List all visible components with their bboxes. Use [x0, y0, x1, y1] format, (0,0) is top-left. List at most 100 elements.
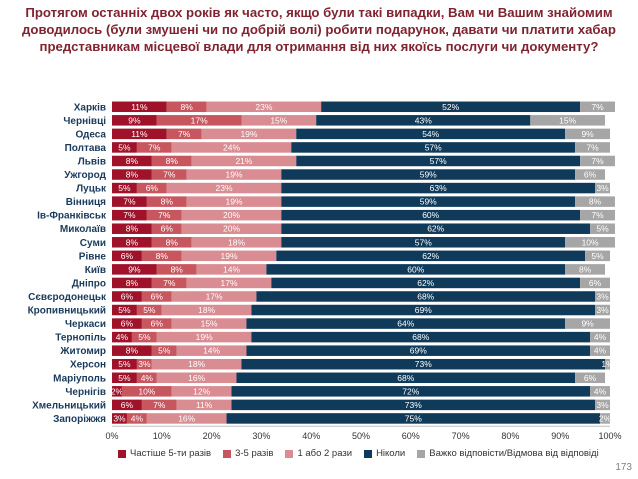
bar-segment — [181, 223, 282, 234]
category-label: Дніпро — [72, 278, 106, 289]
bar-segment — [201, 128, 297, 140]
bar-segment — [316, 115, 531, 126]
bar-segment — [590, 223, 615, 234]
data-label: 5% — [591, 251, 604, 261]
data-label: 7% — [591, 156, 604, 166]
bar-segment — [575, 196, 615, 207]
category-label: Ів-Франківськ — [37, 211, 107, 222]
bar-segment — [131, 331, 157, 343]
bar-segment — [171, 386, 232, 397]
category-label: Тернопіль — [55, 333, 106, 344]
bar-segment — [186, 277, 272, 289]
bar-segment — [112, 264, 157, 275]
bar-segment — [136, 358, 152, 370]
category-label: Одеса — [75, 129, 106, 140]
data-label: 75% — [405, 413, 422, 423]
bar-segment — [575, 142, 610, 153]
data-label: 7% — [178, 129, 191, 139]
data-label: 6% — [121, 319, 134, 329]
bar-segment — [600, 413, 610, 424]
data-label: 5% — [143, 305, 156, 315]
bar-segment — [156, 115, 242, 126]
data-label: 19% — [240, 129, 257, 139]
legend-item: Ніколи — [364, 448, 405, 459]
data-label: 69% — [415, 305, 432, 315]
data-label: 3% — [596, 400, 609, 410]
data-label: 5% — [596, 224, 609, 234]
category-label: Рівне — [79, 251, 107, 262]
data-label: 19% — [226, 170, 243, 180]
data-label: 19% — [196, 332, 213, 342]
data-label: 11% — [196, 400, 213, 410]
data-label: 5% — [138, 332, 151, 342]
data-label: 8% — [589, 197, 602, 207]
data-label: 6% — [584, 170, 597, 180]
data-label: 6% — [589, 278, 602, 288]
data-label: 18% — [198, 305, 215, 315]
legend-label: Важко відповісти/Відмова від відповіді — [429, 448, 599, 459]
bar-segment — [112, 196, 147, 207]
category-label: Житомир — [59, 346, 106, 357]
data-label: 8% — [579, 264, 592, 274]
bar-segment — [276, 250, 586, 262]
bar-segment — [580, 101, 615, 113]
x-tick-label: 60% — [402, 431, 420, 441]
bar-segment — [256, 291, 596, 302]
data-label: 2% — [111, 386, 124, 396]
bar-segment — [321, 101, 581, 113]
bar-segment — [251, 304, 596, 316]
data-label: 4% — [116, 332, 129, 342]
bar-segment — [246, 345, 591, 356]
data-label: 24% — [223, 142, 240, 152]
data-label: 19% — [221, 251, 238, 261]
data-label: 8% — [126, 237, 139, 247]
bar-segment — [112, 237, 152, 248]
data-label: 6% — [161, 224, 174, 234]
legend-item: Важко відповісти/Відмова від відповіді — [417, 448, 599, 459]
data-label: 23% — [216, 183, 233, 193]
bar-segment — [141, 399, 177, 411]
bar-segment — [112, 386, 122, 397]
bar-segment — [595, 304, 610, 316]
bar-segment — [112, 277, 152, 289]
bar-segment — [590, 331, 610, 343]
bar-segment — [156, 372, 237, 384]
data-label: 62% — [427, 224, 444, 234]
bar-segment — [171, 291, 257, 302]
legend: Частіше 5-ти разів 3-5 разів 1 або 2 рази Н… — [118, 448, 599, 459]
bar-segment — [595, 182, 610, 194]
bar-segment — [181, 209, 282, 221]
category-label: Запоріжжя — [53, 414, 106, 425]
bar-segment — [112, 223, 152, 234]
bar-segment — [112, 209, 147, 221]
data-label: 9% — [128, 264, 141, 274]
bar-segment — [112, 128, 167, 140]
bar-segment — [231, 399, 596, 411]
data-label: 6% — [121, 291, 134, 301]
x-tick-label: 50% — [352, 431, 370, 441]
bar-segment — [176, 345, 247, 356]
bar-segment — [166, 182, 282, 194]
bar-segment — [112, 250, 142, 262]
bar-segment — [136, 372, 157, 384]
bar-segment — [112, 155, 152, 167]
bar-segment — [575, 372, 606, 384]
data-label: 5% — [118, 183, 131, 193]
category-label: Миколаїв — [60, 224, 106, 235]
data-label: 17% — [191, 115, 208, 125]
data-label: 64% — [397, 319, 414, 329]
bar-segment — [112, 142, 137, 153]
bar-segment — [112, 182, 137, 194]
data-label: 73% — [415, 359, 432, 369]
category-label: Ужгород — [64, 170, 106, 181]
data-label: 3% — [113, 413, 126, 423]
bar-segment — [112, 331, 132, 343]
legend-label: 1 або 2 рази — [297, 448, 353, 459]
legend-swatch — [223, 449, 232, 458]
data-label: 60% — [422, 210, 439, 220]
bar-segment — [605, 358, 610, 370]
data-label: 4% — [594, 386, 607, 396]
legend-swatch — [285, 449, 294, 458]
data-label: 6% — [584, 373, 597, 383]
bar-segment — [565, 264, 606, 275]
